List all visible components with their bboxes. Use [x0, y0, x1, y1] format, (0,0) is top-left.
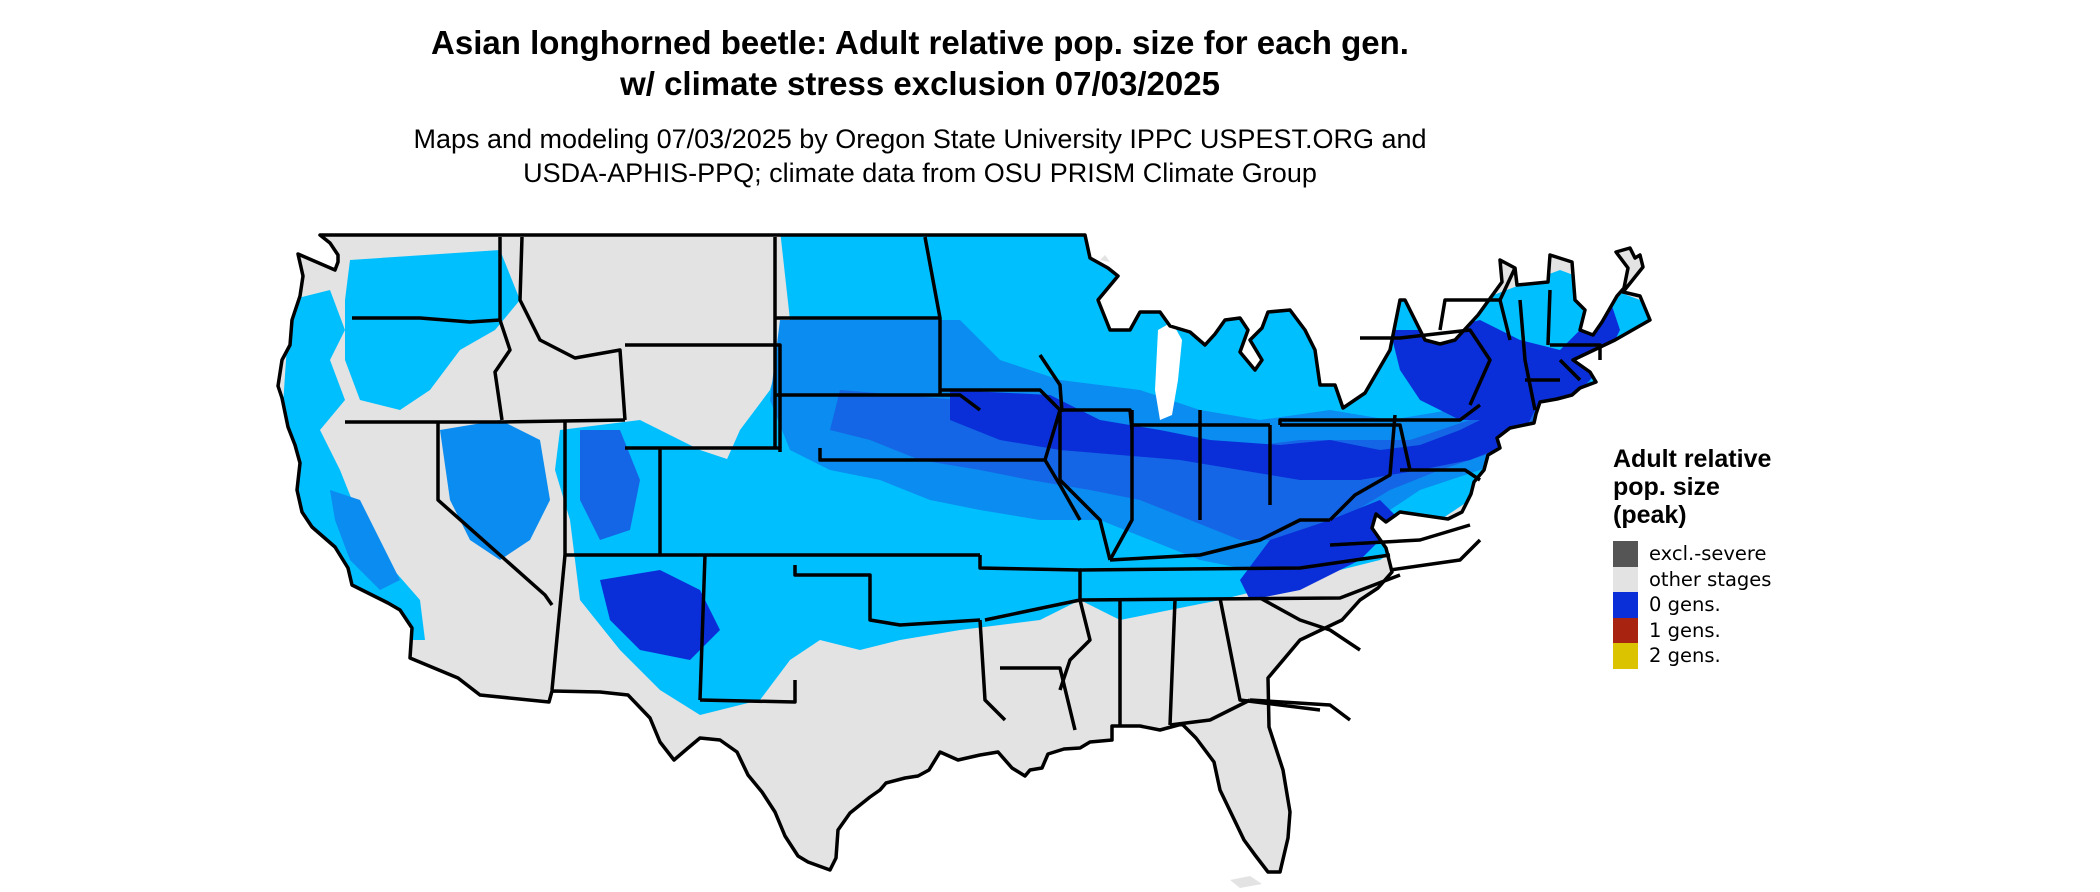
- lake-superior: [1095, 280, 1240, 312]
- legend-title-line-3: (peak): [1613, 501, 1687, 529]
- subtitle-line-2: USDA-APHIS-PPQ; climate data from OSU PR…: [523, 158, 1317, 188]
- colorado-plateau-deep-blue: [580, 430, 640, 540]
- us-outline: [276, 233, 1652, 874]
- legend-title: Adult relative pop. size (peak): [1613, 445, 1833, 529]
- california-deep-blue: [330, 490, 400, 590]
- map-subtitle: Maps and modeling 07/03/2025 by Oregon S…: [0, 122, 1840, 190]
- legend-swatch: [1613, 592, 1638, 618]
- legend-item-other-stages: other stages: [1613, 566, 1833, 592]
- legend-label: excl.-severe: [1649, 542, 1767, 566]
- arizona-deep-blue: [600, 570, 720, 660]
- legend-label: other stages: [1649, 567, 1772, 591]
- legend-item-1-gens: 1 gens.: [1613, 617, 1833, 643]
- title-line-1: Asian longhorned beetle: Adult relative …: [431, 24, 1409, 61]
- legend-swatch: [1613, 566, 1638, 592]
- legend-item-0-gens: 0 gens.: [1613, 592, 1833, 618]
- legend-label: 1 gens.: [1649, 618, 1721, 642]
- legend-swatch: [1613, 617, 1638, 643]
- legend-swatch: [1613, 541, 1638, 567]
- lake-michigan: [1155, 322, 1182, 420]
- map-title: Asian longhorned beetle: Adult relative …: [0, 22, 1840, 104]
- legend-title-line-1: Adult relative: [1613, 445, 1772, 473]
- northwest-light-blue: [345, 250, 520, 410]
- title-line-2: w/ climate stress exclusion 07/03/2025: [620, 65, 1220, 102]
- state-borders: [276, 233, 1652, 874]
- legend-title-line-2: pop. size: [1613, 473, 1720, 501]
- legend-label: 0 gens.: [1649, 593, 1721, 617]
- legend-item-excl-severe: excl.-severe: [1613, 541, 1833, 567]
- legend-label: 2 gens.: [1649, 644, 1721, 668]
- appalachian-deep-blue: [1240, 500, 1400, 600]
- legend-item-2-gens: 2 gens.: [1613, 643, 1833, 669]
- legend-items: excl.-severe other stages 0 gens. 1 gens…: [1613, 541, 1833, 669]
- subtitle-line-1: Maps and modeling 07/03/2025 by Oregon S…: [413, 124, 1427, 154]
- islands: [1100, 255, 1262, 888]
- legend: Adult relative pop. size (peak) excl.-se…: [1613, 445, 1833, 669]
- legend-swatch: [1613, 643, 1638, 669]
